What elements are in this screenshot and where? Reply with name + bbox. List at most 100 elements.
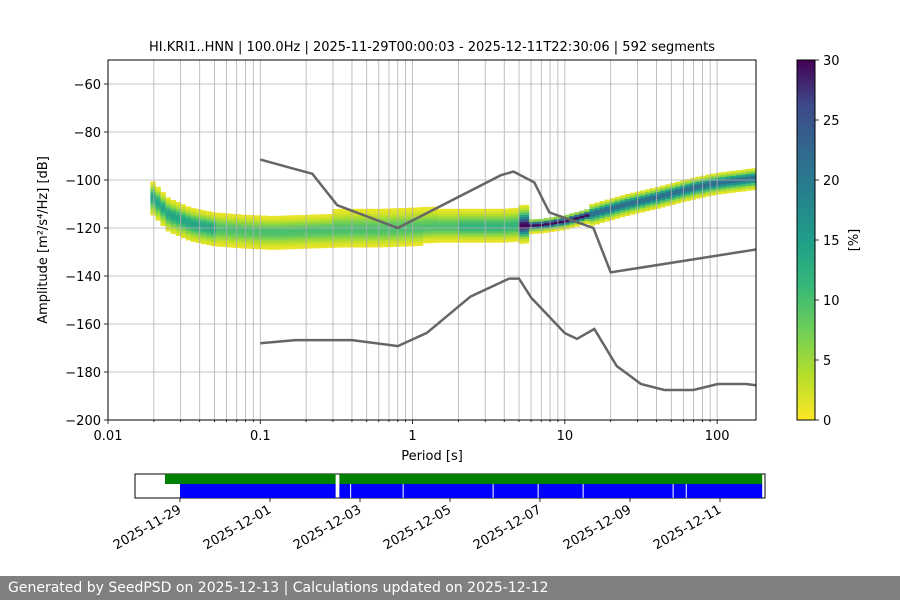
heatmap-cell (155, 194, 161, 197)
heatmap-cell (493, 213, 499, 217)
heatmap-cell (246, 231, 252, 235)
heatmap-cell (281, 239, 288, 243)
y-tick-label: −200 (65, 414, 101, 429)
heatmap-cell (715, 175, 721, 178)
heatmap-cell (589, 203, 595, 207)
heatmap-cell (367, 232, 373, 236)
heatmap-cell (513, 234, 520, 237)
heatmap-cell (488, 211, 494, 214)
heatmap-cell (352, 208, 358, 212)
heatmap-cell (422, 240, 429, 244)
heatmap-cell (609, 198, 616, 201)
heatmap-cell (614, 211, 621, 214)
heatmap-cell (745, 188, 752, 191)
heatmap-cell (332, 211, 338, 215)
heatmap-cell (251, 232, 257, 235)
heatmap-cell (660, 197, 666, 201)
heatmap-cell (498, 228, 504, 231)
heatmap-cell (271, 230, 277, 233)
heatmap-cell (301, 214, 308, 218)
heatmap-cell (473, 230, 479, 234)
heatmap-cell (715, 184, 721, 188)
heatmap-cell (433, 230, 439, 234)
heatmap-cell (332, 216, 338, 219)
heatmap-cell (397, 239, 404, 242)
heatmap-cell (387, 227, 393, 231)
heatmap-cell (306, 233, 313, 237)
heatmap-cell (609, 212, 616, 216)
heatmap-cell (690, 187, 696, 191)
heatmap-cell (382, 232, 388, 236)
heatmap-cell (417, 209, 424, 213)
heatmap-cell (665, 191, 671, 195)
heatmap-cell (311, 221, 318, 225)
heatmap-cell (251, 224, 257, 228)
heatmap-cell (332, 228, 338, 231)
heatmap-cell (236, 235, 242, 239)
heatmap-cell (751, 177, 757, 181)
heatmap-cell (665, 196, 671, 199)
heatmap-cell (478, 216, 484, 219)
heatmap-cell (594, 207, 600, 210)
heatmap-cell (301, 219, 308, 223)
heatmap-cell (614, 201, 621, 205)
heatmap-cell (518, 229, 525, 232)
heatmap-cell (367, 228, 373, 231)
heatmap-cell (518, 233, 525, 237)
heatmap-cell (438, 230, 444, 234)
heatmap-cell (185, 213, 192, 217)
heatmap-cell (347, 228, 353, 231)
heatmap-cell (569, 215, 575, 219)
heatmap-cell (488, 218, 494, 222)
heatmap-cell (433, 211, 439, 215)
heatmap-cell (352, 237, 358, 241)
heatmap-cell (574, 216, 580, 220)
heatmap-cell (382, 235, 388, 238)
heatmap-cell (438, 220, 444, 224)
heatmap-cell (170, 200, 176, 203)
heatmap-cell (337, 244, 343, 248)
heatmap-cell (523, 221, 530, 225)
availability-bar-top (339, 474, 763, 484)
heatmap-cell (200, 222, 207, 225)
heatmap-cell (216, 224, 222, 228)
heatmap-cell (160, 218, 166, 222)
heatmap-cell (690, 189, 696, 193)
heatmap-cell (417, 243, 424, 246)
heatmap-cell (337, 213, 343, 217)
heatmap-cell (180, 204, 187, 207)
heatmap-cell (281, 220, 288, 224)
heatmap-cell (518, 205, 525, 208)
heatmap-cell (170, 207, 176, 210)
heatmap-cell (170, 212, 176, 215)
heatmap-cell (422, 231, 429, 234)
heatmap-cell (715, 172, 721, 176)
heatmap-cell (382, 218, 388, 221)
heatmap-cell (478, 230, 484, 234)
heatmap-cell (473, 218, 479, 222)
heatmap-cell (655, 198, 661, 202)
heatmap-cell (190, 222, 197, 226)
heatmap-cell (306, 224, 313, 227)
heatmap-cell (483, 225, 489, 229)
heatmap-cell (695, 195, 701, 199)
heatmap-cell (508, 229, 515, 233)
heatmap-cell (175, 228, 182, 232)
heatmap-cell (503, 225, 510, 229)
heatmap-cell (569, 225, 575, 229)
heatmap-cell (342, 220, 348, 224)
heatmap-cell (473, 237, 479, 241)
heatmap-cell (327, 238, 333, 241)
heatmap-cell (387, 218, 393, 221)
heatmap-cell (660, 202, 666, 206)
heatmap-cell (544, 225, 550, 228)
heatmap-cell (518, 214, 525, 218)
heatmap-cell (377, 237, 383, 241)
heatmap-cell (387, 230, 393, 233)
heatmap-cell (175, 223, 182, 227)
heatmap-cell (372, 208, 378, 212)
heatmap-cell (458, 235, 464, 238)
heatmap-cell (579, 210, 585, 214)
heatmap-cell (332, 240, 338, 243)
heatmap-cell (180, 228, 187, 231)
